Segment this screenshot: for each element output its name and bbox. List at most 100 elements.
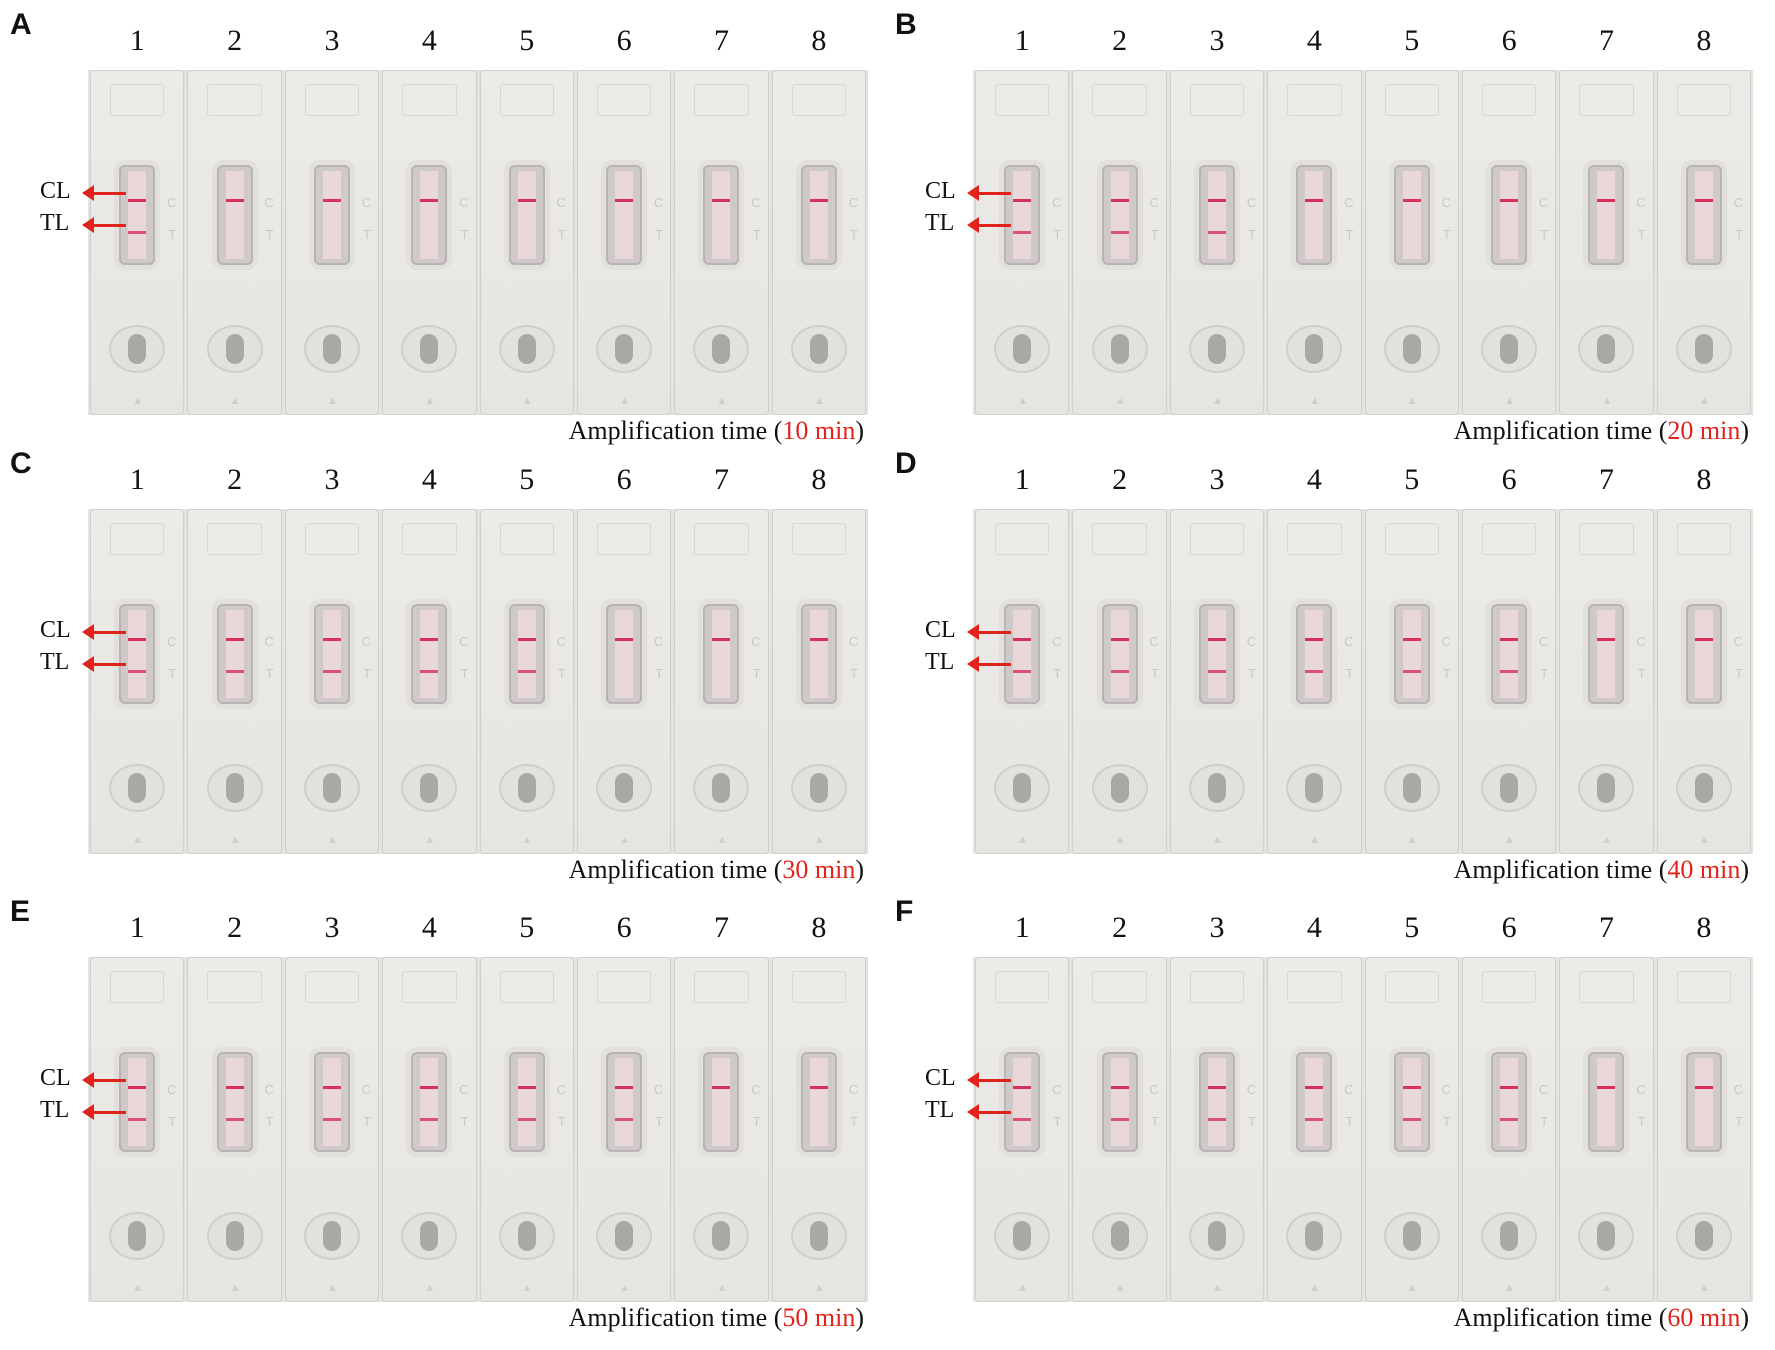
strip-label-area <box>791 971 846 1003</box>
test-line-band <box>420 1118 439 1121</box>
strip-t-mark: T <box>1150 227 1159 242</box>
flow-arrow-icon: ▲ <box>716 834 728 846</box>
membrane <box>1402 610 1421 698</box>
strip-t-mark: T <box>752 666 761 681</box>
strip-c-mark: C <box>556 195 566 210</box>
result-window <box>1491 165 1528 265</box>
sample-well <box>1091 325 1148 373</box>
strip-c-mark: C <box>361 634 372 649</box>
test-strip: 7 C T ▲ <box>1559 463 1654 854</box>
caption-time: 30 min <box>782 855 856 884</box>
result-window <box>216 1052 253 1152</box>
result-window <box>313 604 350 704</box>
test-line-band <box>225 1118 244 1121</box>
panel-letter: F <box>895 895 914 928</box>
strip-label-area <box>304 84 360 116</box>
sample-well <box>206 764 263 812</box>
result-window <box>800 1052 837 1152</box>
strip-c-mark: C <box>264 195 274 210</box>
strip-label-area <box>1384 971 1439 1003</box>
result-window <box>313 165 350 265</box>
strip-c-mark: C <box>1441 195 1451 210</box>
strip-label-area <box>995 971 1050 1003</box>
strip-c-mark: C <box>653 634 664 649</box>
strip-t-mark: T <box>1345 666 1354 681</box>
flow-arrow-icon: ▲ <box>1698 1282 1710 1294</box>
strip-t-mark: T <box>557 227 566 242</box>
test-strip: 6 C T ▲ <box>576 24 672 415</box>
flow-arrow-icon: ▲ <box>326 1282 338 1294</box>
test-strip: 6 C T ▲ <box>576 463 672 854</box>
sample-well <box>206 1212 263 1260</box>
test-line-band <box>1207 231 1226 234</box>
membrane <box>420 171 439 259</box>
result-window <box>1296 165 1333 265</box>
sample-well <box>1578 764 1635 812</box>
result-window <box>119 165 156 265</box>
sample-well <box>1188 1212 1245 1260</box>
test-line-band <box>1110 670 1129 673</box>
result-window <box>800 604 837 704</box>
lane-number: 4 <box>421 24 437 57</box>
control-line-band <box>615 638 634 641</box>
test-strip: 8 C T ▲ <box>771 24 866 415</box>
test-strip: 6 C T ▲ <box>1461 911 1557 1302</box>
sample-well <box>1481 1212 1538 1260</box>
result-window <box>1393 604 1430 704</box>
sample-well <box>206 325 263 373</box>
lane-number: 8 <box>1696 463 1712 496</box>
sample-well <box>109 764 166 812</box>
strip-t-mark: T <box>265 666 274 681</box>
strip-label-area <box>1092 84 1147 116</box>
result-window <box>1588 165 1625 265</box>
test-strip: 4 C T ▲ <box>1267 911 1362 1302</box>
strip-t-mark: T <box>1248 666 1257 681</box>
sample-well <box>790 325 847 373</box>
sample-well <box>1383 1212 1440 1260</box>
strip-photo: 1 C T ▲ 2 C T ▲ 3 C T ▲ 4 C T ▲ 5 C T ▲ 6 C T ▲ 7 C T ▲ 8 C T ▲ <box>973 911 1753 1302</box>
strip-label-area <box>207 971 262 1003</box>
sample-well <box>790 1212 847 1260</box>
strip-t-mark: T <box>1053 666 1062 681</box>
caption-suffix: ) <box>855 416 864 445</box>
control-line-band <box>1500 199 1519 202</box>
flow-arrow-icon: ▲ <box>1601 395 1613 407</box>
test-strip: 2 C T ▲ <box>187 463 282 854</box>
test-line-band <box>1402 670 1421 673</box>
strip-label-area <box>1287 523 1342 555</box>
sample-well <box>498 1212 555 1260</box>
flow-arrow-icon: ▲ <box>619 834 630 846</box>
strip-t-mark: T <box>655 666 664 681</box>
test-strip: 5 C T ▲ <box>479 463 574 854</box>
panel-b: B 1 C T ▲ 2 C T ▲ 3 C T ▲ 4 C T ▲ 5 C T ▲ 6 C T ▲ 7 C T ▲ 8 C T ▲ CL TL Amp… <box>895 8 1765 445</box>
lane-number: 6 <box>616 463 632 496</box>
flow-arrow-icon: ▲ <box>132 1282 144 1294</box>
strip-t-mark: T <box>1735 1114 1743 1129</box>
flow-arrow-icon: ▲ <box>229 395 241 407</box>
strip-c-mark: C <box>1441 1082 1451 1097</box>
membrane <box>1207 610 1226 698</box>
test-strip: 5 C T ▲ <box>479 24 574 415</box>
lane-number: 3 <box>1209 911 1225 944</box>
test-line-band <box>615 1118 634 1121</box>
membrane <box>322 610 341 698</box>
membrane <box>809 610 828 698</box>
cl-label: CL <box>40 1065 71 1091</box>
test-line-band <box>225 670 244 673</box>
membrane <box>1110 1058 1129 1146</box>
lane-number: 1 <box>1014 911 1030 944</box>
result-window <box>1491 1052 1528 1152</box>
test-strip: 3 C T ▲ <box>284 463 380 854</box>
membrane <box>809 171 828 259</box>
membrane <box>1013 1058 1032 1146</box>
amplification-time-caption: Amplification time (40 min) <box>1454 855 1749 885</box>
caption-prefix: Amplification time ( <box>1453 855 1668 884</box>
test-line-band <box>1305 670 1324 673</box>
control-line-band <box>517 199 536 202</box>
panel-d: D 1 C T ▲ 2 C T ▲ 3 C T ▲ 4 C T ▲ 5 C T ▲ 6 C T ▲ 7 C T ▲ 8 C T ▲ CL TL Amp… <box>895 447 1765 884</box>
result-window <box>1685 165 1722 265</box>
caption-prefix: Amplification time ( <box>568 416 783 445</box>
lane-number: 5 <box>519 463 535 496</box>
lane-number: 1 <box>1014 24 1030 57</box>
result-window <box>606 165 643 265</box>
